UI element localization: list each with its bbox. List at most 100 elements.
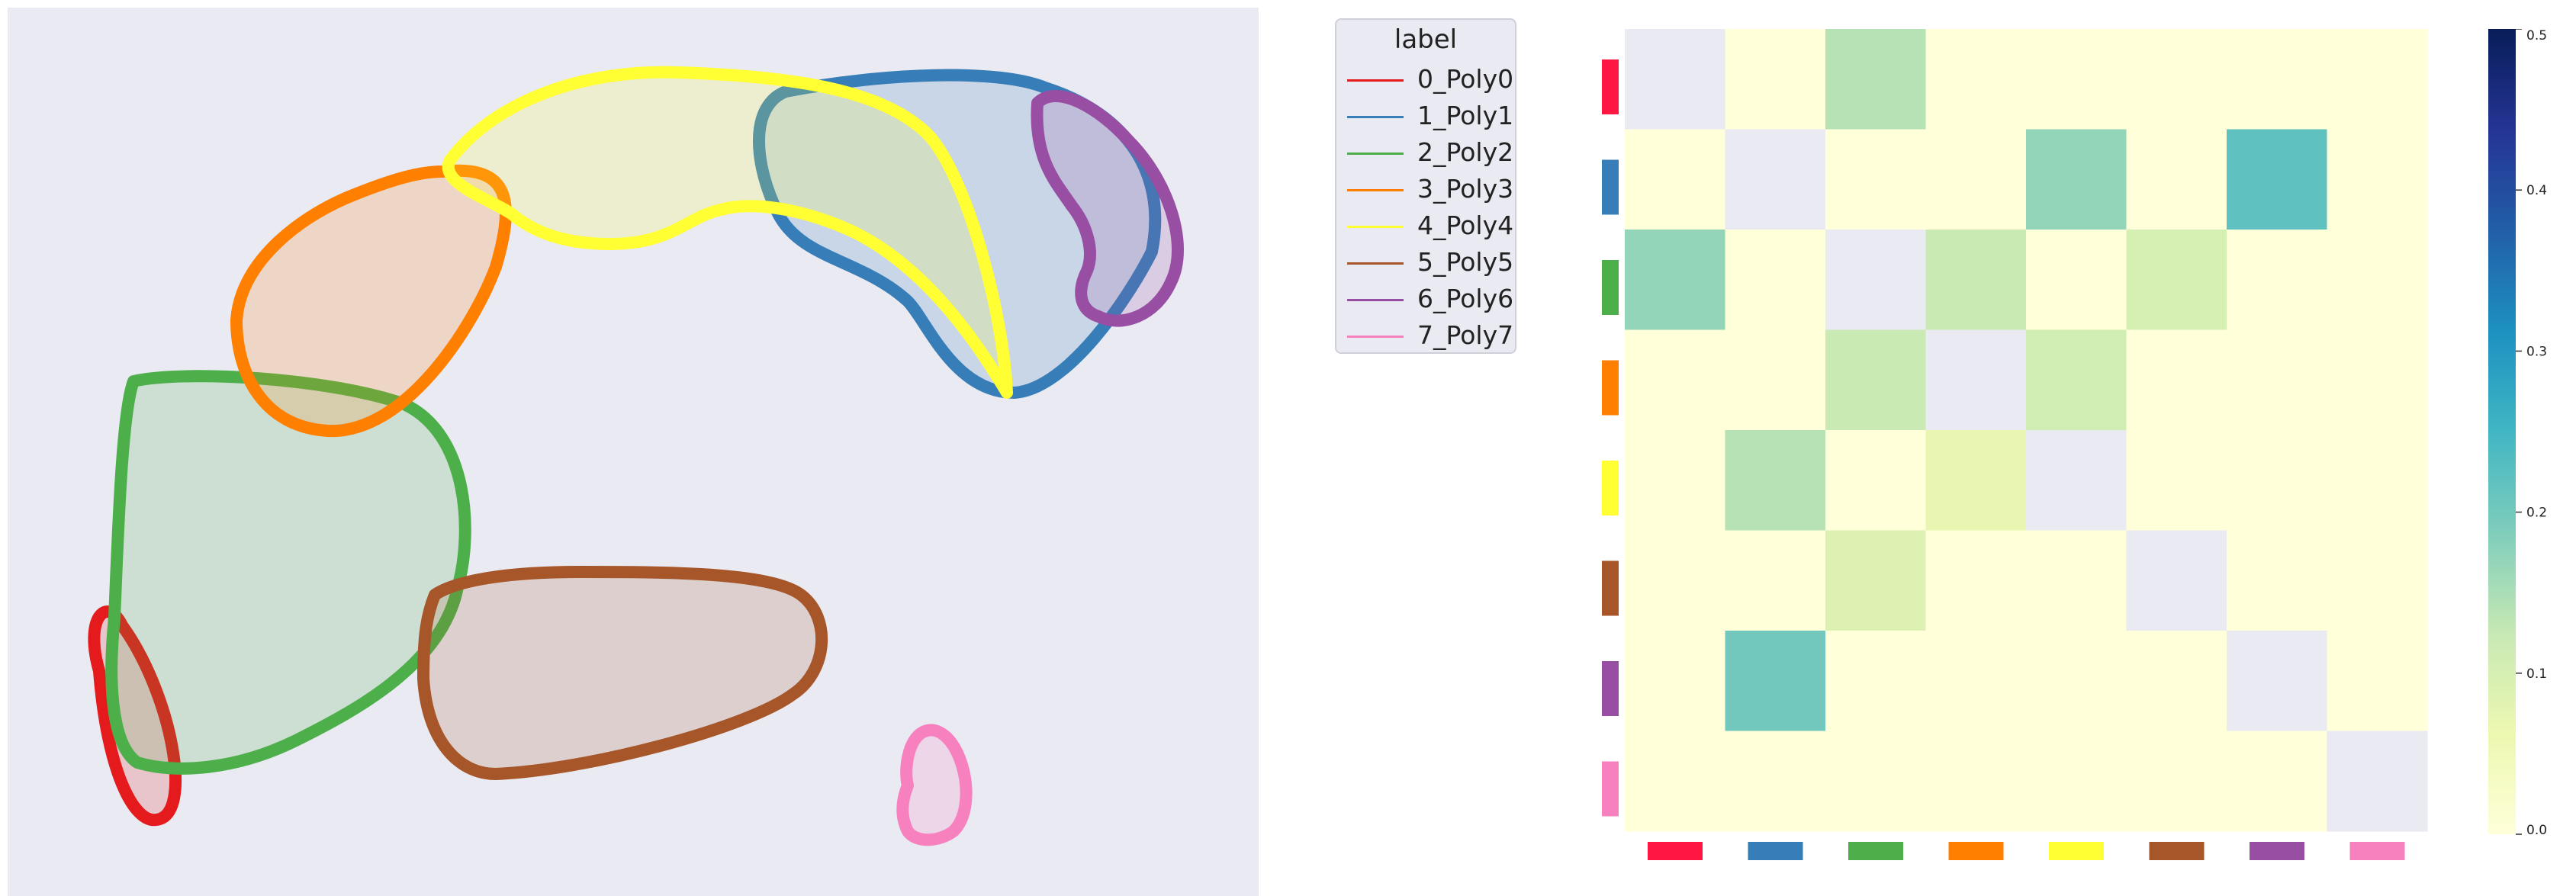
colorbar-tick-label: 0.4	[2526, 183, 2547, 198]
legend-label: 5_Poly5	[1417, 247, 1514, 277]
heatmap-cell	[2126, 29, 2227, 130]
row-color-swatch	[1602, 360, 1619, 416]
heatmap-cell	[2126, 631, 2227, 731]
heatmap-cell	[1925, 530, 2027, 631]
legend-line-swatch	[1347, 262, 1404, 265]
colorbar-tick-label: 0.5	[2526, 29, 2547, 43]
heatmap-cell	[1625, 129, 1725, 230]
polygon-layer	[88, 66, 1184, 846]
heatmap-cell	[1825, 530, 1926, 631]
heatmap-cell	[2126, 230, 2227, 330]
heatmap-cell	[2327, 230, 2428, 330]
legend-label: 0_Poly0	[1417, 64, 1514, 94]
heatmap-cell	[2227, 530, 2327, 631]
heatmap-cell	[1825, 430, 1926, 531]
heatmap-cell	[2327, 631, 2428, 731]
heatmap-cell	[2227, 731, 2327, 832]
heatmap-cell	[1925, 29, 2027, 130]
row-color-swatch	[1602, 59, 1619, 114]
heatmap-cell	[2327, 329, 2428, 431]
heatmap-cell	[2126, 329, 2227, 431]
heatmap-cell	[1725, 731, 1826, 832]
heatmap-cell	[1625, 731, 1725, 832]
legend-item: 3_Poly3	[1344, 174, 1513, 204]
colorbar-gradient	[2488, 29, 2516, 834]
legend-line-swatch	[1347, 153, 1404, 155]
heatmap-cells	[1625, 29, 2428, 832]
heatmap-cell-masked	[1725, 129, 1826, 230]
row-color-swatch	[1602, 159, 1619, 215]
heatmap-cell	[2026, 29, 2127, 130]
polygon-6_Poly6	[1031, 89, 1184, 327]
row-color-swatches	[1602, 59, 1619, 817]
heatmap-cell	[1725, 230, 1826, 330]
legend-item: 6_Poly6	[1344, 284, 1514, 314]
heatmap-cell	[2026, 230, 2127, 330]
heatmap-cell	[1725, 29, 1826, 130]
heatmap-cell	[1725, 430, 1826, 531]
polygon-2_Poly2	[105, 370, 471, 775]
legend: label 0_Poly0 1_Poly1 2_Poly2 3_Poly3 4_Poly…	[1335, 18, 1516, 354]
legend-title: label	[1394, 24, 1458, 55]
colorbar-ticks: 0.0 0.1 0.2 0.3 0.4 0.5	[2516, 29, 2547, 837]
colorbar-tick-label: 0.2	[2526, 506, 2547, 521]
heatmap	[1602, 29, 2428, 860]
heatmap-cell	[2327, 530, 2428, 631]
heatmap-cell-masked	[1825, 230, 1926, 330]
heatmap-cell	[1825, 129, 1926, 230]
heatmap-cell	[1825, 29, 1926, 130]
polygon-4_Poly4	[442, 66, 1013, 399]
heatmap-cell-masked	[1625, 29, 1725, 130]
colorbar-tick-label: 0.3	[2526, 344, 2547, 359]
polygon-1_Poly1	[753, 69, 1162, 399]
legend-item: 5_Poly5	[1344, 247, 1514, 278]
column-color-swatches	[1648, 842, 2405, 860]
heatmap-cell	[1925, 430, 2027, 531]
column-color-swatch	[1648, 842, 1703, 860]
polygon-7_Poly7	[896, 724, 973, 846]
heatmap-cell	[2227, 129, 2327, 230]
legend-line-swatch	[1347, 299, 1404, 301]
legend-label: 7_Poly7	[1417, 320, 1514, 350]
legend-item: 7_Poly7	[1344, 320, 1514, 351]
heatmap-cell	[2227, 329, 2327, 431]
colorbar-tick-label: 0.1	[2526, 666, 2547, 682]
legend-item: 2_Poly2	[1344, 137, 1513, 168]
column-color-swatch	[2250, 842, 2304, 860]
heatmap-cell	[1925, 230, 2027, 330]
legend-line-swatch	[1347, 226, 1404, 228]
heatmap-cell	[2126, 129, 2227, 230]
heatmap-cell	[1925, 731, 2027, 832]
column-color-swatch	[1948, 842, 2004, 860]
heatmap-cell-masked	[1925, 329, 2027, 431]
heatmap-cell	[1625, 530, 1725, 631]
legend-item: 0_Poly0	[1344, 64, 1514, 95]
heatmap-cell	[1825, 631, 1926, 731]
colorbar-tick-label: 0.0	[2526, 823, 2547, 837]
heatmap-cell	[2327, 129, 2428, 230]
heatmap-cell	[2126, 430, 2227, 531]
row-color-swatch	[1602, 560, 1619, 616]
legend-label: 4_Poly4	[1417, 210, 1514, 240]
legend-label: 6_Poly6	[1417, 284, 1514, 313]
heatmap-cell	[1625, 329, 1725, 431]
heatmap-cell-masked	[2327, 731, 2428, 832]
polygon-3_Poly3	[230, 164, 512, 438]
column-color-swatch	[2349, 842, 2405, 860]
legend-item: 1_Poly1	[1344, 101, 1513, 131]
legend-line-swatch	[1347, 79, 1404, 82]
column-color-swatch	[1848, 842, 1903, 860]
heatmap-cell	[1925, 631, 2027, 731]
polygon-plot	[8, 8, 1259, 896]
legend-line-swatch	[1347, 116, 1404, 118]
heatmap-cell	[1625, 430, 1725, 531]
heatmap-cell	[1925, 129, 2027, 230]
heatmap-cell	[2026, 530, 2127, 631]
row-color-swatch	[1602, 260, 1619, 315]
colorbar: 0.0 0.1 0.2 0.3 0.4 0.5	[2488, 29, 2547, 837]
heatmap-cell	[2026, 631, 2127, 731]
heatmap-cell	[2126, 731, 2227, 832]
row-color-swatch	[1602, 661, 1619, 716]
heatmap-cell	[1725, 631, 1826, 731]
heatmap-cell	[2026, 731, 2127, 832]
